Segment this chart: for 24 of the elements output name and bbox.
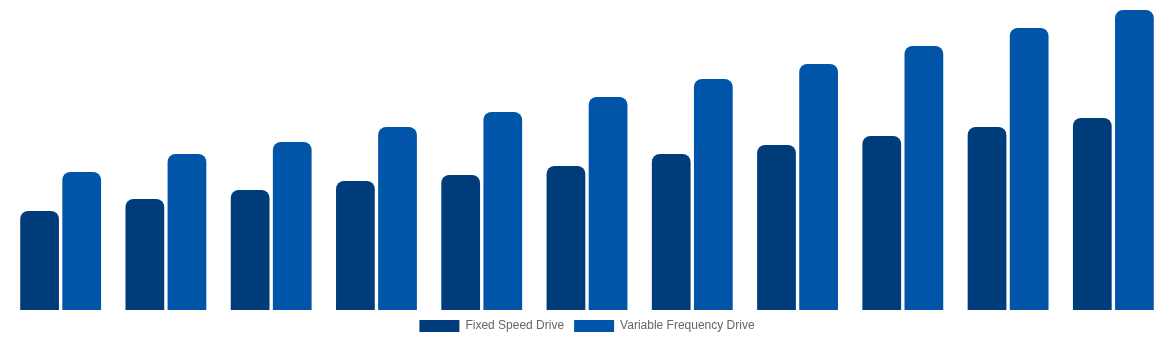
bar bbox=[862, 136, 902, 310]
bar bbox=[272, 142, 312, 310]
legend-label: Variable Frequency Drive bbox=[620, 318, 755, 333]
bar bbox=[441, 175, 481, 310]
bar bbox=[546, 166, 586, 310]
bar bbox=[230, 190, 270, 310]
bar bbox=[651, 154, 691, 310]
bar bbox=[799, 64, 838, 310]
bar bbox=[1115, 10, 1154, 310]
bar bbox=[125, 199, 165, 310]
bar bbox=[62, 172, 102, 310]
bar bbox=[378, 127, 417, 310]
legend-label: Fixed Speed Drive bbox=[465, 318, 565, 333]
bar bbox=[483, 112, 523, 310]
bar bbox=[967, 127, 1007, 310]
bar bbox=[1009, 28, 1049, 310]
bar bbox=[693, 79, 733, 310]
bar bbox=[904, 46, 944, 310]
bar bbox=[757, 145, 796, 310]
bar bbox=[20, 211, 59, 310]
bar bbox=[167, 154, 207, 310]
bar bbox=[588, 97, 628, 310]
bar bbox=[1072, 118, 1112, 310]
bar bbox=[336, 181, 375, 310]
